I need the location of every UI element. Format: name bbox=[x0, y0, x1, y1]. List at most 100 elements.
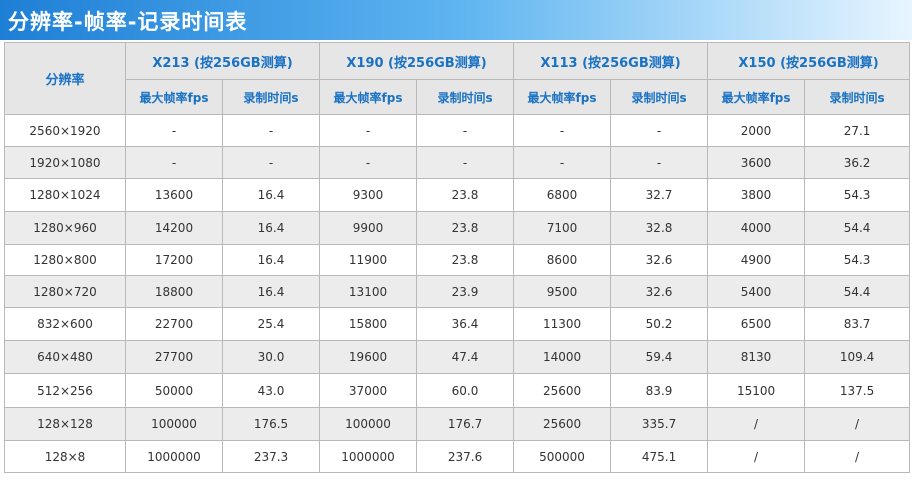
time-cell: 50.2 bbox=[610, 307, 709, 341]
time-cell: 54.3 bbox=[804, 244, 911, 276]
table-row: 1280×960 14200 16.4 9900 23.8 7100 32.8 4000 54.… bbox=[4, 211, 911, 245]
time-cell: 60.0 bbox=[416, 373, 515, 408]
time-cell: 54.3 bbox=[804, 178, 911, 212]
resolution-cell: 640×480 bbox=[4, 340, 126, 374]
table-row: 1280×720 18800 16.4 13100 23.9 9500 32.6 5400 54… bbox=[4, 275, 911, 308]
time-cell: 137.5 bbox=[804, 373, 911, 408]
fps-cell: 14200 bbox=[125, 211, 223, 245]
time-cell: - bbox=[416, 146, 515, 179]
time-cell: 475.1 bbox=[610, 440, 709, 473]
fps-cell: 1000000 bbox=[319, 440, 418, 473]
table-row: 1920×1080- - - - - -3600 36.2 bbox=[4, 146, 911, 179]
time-cell: 237.6 bbox=[416, 440, 515, 473]
fps-cell: 3600 bbox=[707, 146, 806, 179]
fps-cell: 37000 bbox=[319, 373, 418, 408]
fps-cell: 8130 bbox=[707, 340, 806, 374]
resolution-cell: 2560×1920 bbox=[4, 114, 126, 147]
time-cell: 30.0 bbox=[221, 340, 321, 374]
time-cell: 43.0 bbox=[221, 373, 321, 408]
time-cell: 176.5 bbox=[221, 407, 321, 441]
fps-cell: 3800 bbox=[707, 178, 806, 212]
time-cell: 32.7 bbox=[610, 178, 709, 212]
fps-cell: 100000 bbox=[125, 407, 223, 441]
time-cell: 25.4 bbox=[221, 307, 321, 341]
fps-cell: 4000 bbox=[707, 211, 806, 245]
header-row-models: 分辨率 X213 (按256GB测算) X190 (按256GB测算) X113… bbox=[4, 42, 911, 115]
time-header: 录制时间s bbox=[416, 79, 515, 115]
resolution-cell: 128×8 bbox=[4, 440, 126, 473]
fps-cell: 15800 bbox=[319, 307, 418, 341]
fps-cell: 27700 bbox=[125, 340, 223, 374]
time-cell: 36.4 bbox=[416, 307, 515, 341]
fps-cell: / bbox=[707, 440, 806, 473]
fps-cell: - bbox=[513, 146, 612, 179]
table-row: 512×256 50000 43.0 37000 60.0 25600 83.9 15100 1… bbox=[4, 373, 911, 408]
model-header-x213: X213 (按256GB测算) bbox=[124, 42, 321, 80]
resolution-cell: 1280×1024 bbox=[4, 178, 126, 212]
fps-cell: 13100 bbox=[319, 275, 418, 308]
fps-cell: 7100 bbox=[513, 211, 612, 245]
time-cell: - bbox=[610, 146, 709, 179]
table-row: 832×600 22700 25.4 15800 36.4 11300 50.2 6500 83… bbox=[4, 307, 911, 341]
time-cell: 54.4 bbox=[804, 275, 911, 308]
time-cell: 54.4 bbox=[804, 211, 911, 245]
time-header: 录制时间s bbox=[221, 79, 321, 115]
model-header-x150: X150 (按256GB测算) bbox=[707, 42, 911, 80]
fps-cell: 19600 bbox=[319, 340, 418, 374]
time-cell: 23.8 bbox=[416, 244, 515, 276]
fps-cell: - bbox=[319, 114, 418, 147]
time-header: 录制时间s bbox=[610, 79, 709, 115]
resolution-cell: 832×600 bbox=[4, 307, 126, 341]
time-cell: 16.4 bbox=[221, 211, 321, 245]
time-cell: 176.7 bbox=[416, 407, 515, 441]
model-header-x113: X113 (按256GB测算) bbox=[513, 42, 709, 80]
resolution-cell: 128×128 bbox=[4, 407, 126, 441]
time-cell: - bbox=[221, 146, 321, 179]
time-cell: 47.4 bbox=[416, 340, 515, 374]
fps-cell: - bbox=[125, 146, 223, 179]
fps-cell: 1000000 bbox=[125, 440, 223, 473]
fps-cell: - bbox=[513, 114, 612, 147]
table-row: 1280×1024 13600 16.4 9300 23.8 6800 32.7 3800 54… bbox=[4, 178, 911, 212]
fps-cell: 22700 bbox=[125, 307, 223, 341]
time-cell: - bbox=[610, 114, 709, 147]
fps-cell: 2000 bbox=[707, 114, 806, 147]
fps-cell: / bbox=[707, 407, 806, 441]
fps-cell: 6500 bbox=[707, 307, 806, 341]
model-header-x190: X190 (按256GB测算) bbox=[319, 42, 515, 80]
fps-cell: 11900 bbox=[319, 244, 418, 276]
time-cell: 27.1 bbox=[804, 114, 911, 147]
fps-cell: - bbox=[125, 114, 223, 147]
time-cell: - bbox=[416, 114, 515, 147]
spec-table: 分辨率 X213 (按256GB测算) X190 (按256GB测算) X113… bbox=[4, 42, 911, 473]
resolution-cell: 1920×1080 bbox=[4, 146, 126, 179]
fps-cell: 13600 bbox=[125, 178, 223, 212]
time-cell: - bbox=[221, 114, 321, 147]
table-row: 128×8 1000000 237.3 1000000 237.6 500000 475.1… bbox=[4, 440, 911, 473]
fps-header: 最大帧率fps bbox=[707, 79, 806, 115]
table-row: 128×128 100000 176.5 100000 176.7 25600 335.7/… bbox=[4, 407, 911, 441]
fps-cell: 17200 bbox=[125, 244, 223, 276]
fps-cell: 4900 bbox=[707, 244, 806, 276]
time-cell: 59.4 bbox=[610, 340, 709, 374]
fps-cell: 6800 bbox=[513, 178, 612, 212]
table-row: 2560×1920- - - - - -2000 27.1 bbox=[4, 114, 911, 147]
fps-cell: 5400 bbox=[707, 275, 806, 308]
fps-header: 最大帧率fps bbox=[319, 79, 418, 115]
resolution-cell: 1280×720 bbox=[4, 275, 126, 308]
table-body: 2560×1920- - - - - -2000 27.1 1920×1080- - - - - -36… bbox=[4, 114, 911, 473]
resolution-header: 分辨率 bbox=[4, 42, 126, 115]
fps-cell: 9900 bbox=[319, 211, 418, 245]
header-row-metrics: 最大帧率fps 录制时间s 最大帧率fps 录制时间s 最大帧率fps 录制时间… bbox=[5, 79, 911, 115]
fps-cell: 18800 bbox=[125, 275, 223, 308]
resolution-cell: 512×256 bbox=[4, 373, 126, 408]
time-cell: 32.6 bbox=[610, 244, 709, 276]
time-cell: 23.8 bbox=[416, 178, 515, 212]
time-cell: 335.7 bbox=[610, 407, 709, 441]
resolution-cell: 1280×800 bbox=[4, 244, 126, 276]
fps-cell: 15100 bbox=[707, 373, 806, 408]
time-cell: 23.9 bbox=[416, 275, 515, 308]
time-cell: 32.6 bbox=[610, 275, 709, 308]
time-header: 录制时间s bbox=[804, 79, 911, 115]
fps-cell: 9500 bbox=[513, 275, 612, 308]
